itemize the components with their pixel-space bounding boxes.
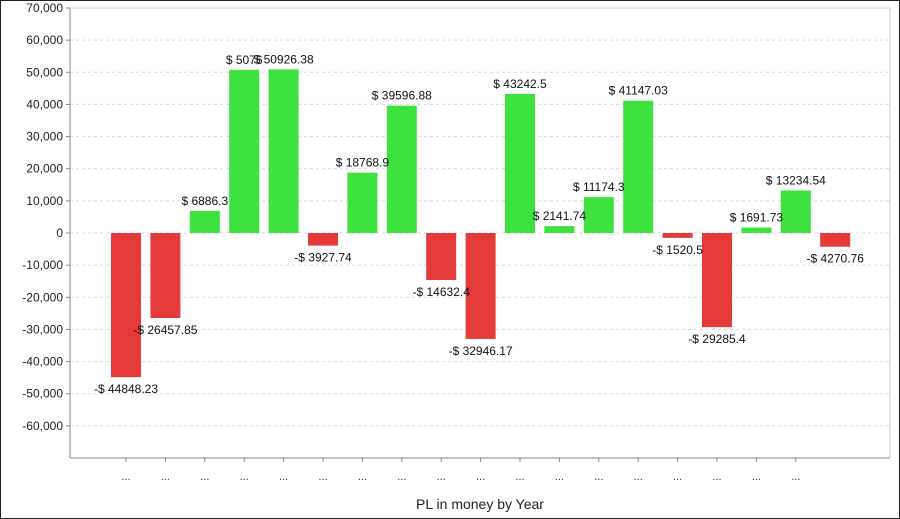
bar	[820, 233, 851, 247]
y-tick-label: 70,000	[26, 1, 63, 15]
bar	[741, 227, 772, 233]
bar	[347, 172, 378, 233]
x-tick-label: ...	[200, 471, 209, 483]
x-tick-label: ...	[318, 471, 327, 483]
bar	[189, 210, 220, 233]
data-label: $ 13234.54	[766, 173, 826, 187]
data-label: -$ 14632.4	[413, 285, 471, 299]
y-tick-label: -30,000	[22, 322, 63, 336]
data-label: -$ 26457.85	[133, 323, 197, 337]
data-label: $ 39596.88	[372, 89, 432, 103]
bar	[505, 94, 535, 233]
x-tick-label: ...	[476, 471, 485, 483]
bar	[111, 233, 141, 378]
bar	[386, 105, 417, 233]
x-tick-label: ...	[752, 471, 761, 483]
x-tick-label: ...	[279, 471, 288, 483]
y-tick-label: 20,000	[26, 162, 63, 176]
data-label: $ 5076	[226, 53, 263, 67]
x-tick-label: ...	[397, 471, 406, 483]
y-tick-label: -40,000	[22, 355, 63, 369]
bar	[780, 190, 811, 233]
x-tick-label: ...	[791, 471, 800, 483]
data-label: -$ 4270.76	[807, 252, 865, 266]
bar	[583, 197, 614, 233]
y-tick-label: 0	[56, 226, 63, 240]
x-tick-label: ...	[634, 471, 643, 483]
x-tick-label: ...	[515, 471, 524, 483]
bar	[465, 233, 496, 339]
data-label: $ 6886.3	[181, 194, 228, 208]
y-tick-label: -10,000	[22, 258, 63, 272]
x-tick-label: ...	[673, 471, 682, 483]
data-label: -$ 1520.5	[652, 243, 703, 257]
x-tick-label: ...	[358, 471, 367, 483]
y-tick-label: 40,000	[26, 97, 63, 111]
bar	[662, 233, 693, 238]
data-label: $ 1691.73	[730, 211, 784, 225]
data-label: -$ 32946.17	[449, 344, 513, 358]
data-label: -$ 44848.23	[94, 382, 158, 396]
y-tick-label: 30,000	[26, 130, 63, 144]
bar	[623, 100, 654, 233]
data-label: $ 50926.38	[254, 52, 314, 66]
y-tick-label: 60,000	[26, 33, 63, 47]
bar	[544, 226, 575, 233]
data-label: -$ 29285.4	[688, 332, 746, 346]
y-tick-label: 50,000	[26, 65, 63, 79]
bar	[268, 69, 299, 233]
x-tick-label: ...	[555, 471, 564, 483]
x-tick-label: ...	[161, 471, 170, 483]
y-tick-label: -60,000	[22, 419, 63, 433]
bar	[150, 233, 181, 319]
data-label: -$ 3927.74	[294, 251, 352, 265]
bar	[229, 69, 260, 233]
x-axis-title: PL in money by Year	[416, 496, 544, 512]
x-tick-label: ...	[121, 471, 130, 483]
data-label: $ 18768.9	[336, 156, 390, 170]
bar	[308, 233, 338, 246]
x-tick-label: ...	[712, 471, 721, 483]
y-tick-label: -50,000	[22, 387, 63, 401]
bar	[702, 233, 732, 328]
data-label: $ 41147.03	[609, 84, 668, 98]
data-label: $ 11174.3	[573, 180, 625, 194]
bar	[426, 233, 457, 281]
y-tick-label: -20,000	[22, 290, 63, 304]
x-tick-label: ...	[594, 471, 603, 483]
x-tick-label: ...	[240, 471, 249, 483]
data-label: $ 2141.74	[533, 209, 587, 223]
y-tick-label: 10,000	[26, 194, 63, 208]
data-label: $ 43242.5	[493, 77, 547, 91]
x-tick-label: ...	[437, 471, 446, 483]
